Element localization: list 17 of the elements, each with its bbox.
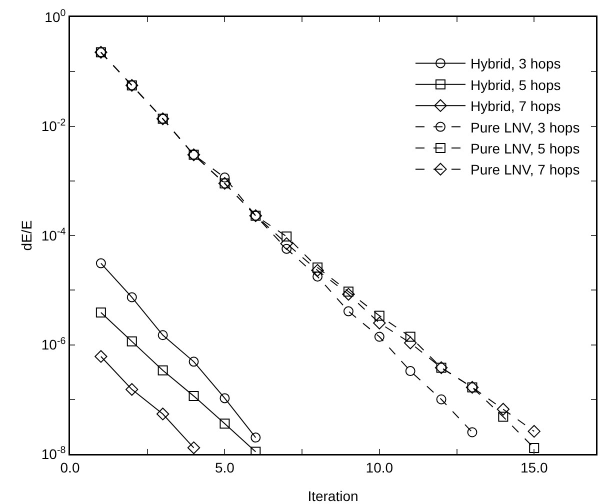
legend-label: Pure LNV, 7 hops xyxy=(470,162,580,178)
y-tick-label: 10$^{-6}$ xyxy=(41,336,66,353)
x-tick-label: 10.0 xyxy=(366,459,394,476)
legend-label: Pure LNV, 3 hops xyxy=(470,119,580,136)
x-tick-label: 0.0 xyxy=(60,459,80,476)
legend-label: Hybrid, 5 hops xyxy=(470,76,561,93)
y-tick-label: 10$^{-4}$ xyxy=(41,226,66,244)
x-tick-label: 15.0 xyxy=(520,459,548,476)
y-tick-label: 10$^{-2}$ xyxy=(41,117,66,134)
x-tick-label: 5.0 xyxy=(214,459,235,476)
legend-label: Hybrid, 3 hops xyxy=(470,56,561,72)
x-axis-title: Iteration xyxy=(308,488,358,504)
y-tick-label: 10$^{-8}$ xyxy=(41,445,66,462)
legend-label: Hybrid, 7 hops xyxy=(470,98,561,114)
y-axis-title: dE/E xyxy=(18,220,34,251)
legend-label: Pure LNV, 5 hops xyxy=(470,140,580,156)
y-tick-label: 10$^{0}$ xyxy=(44,8,66,25)
